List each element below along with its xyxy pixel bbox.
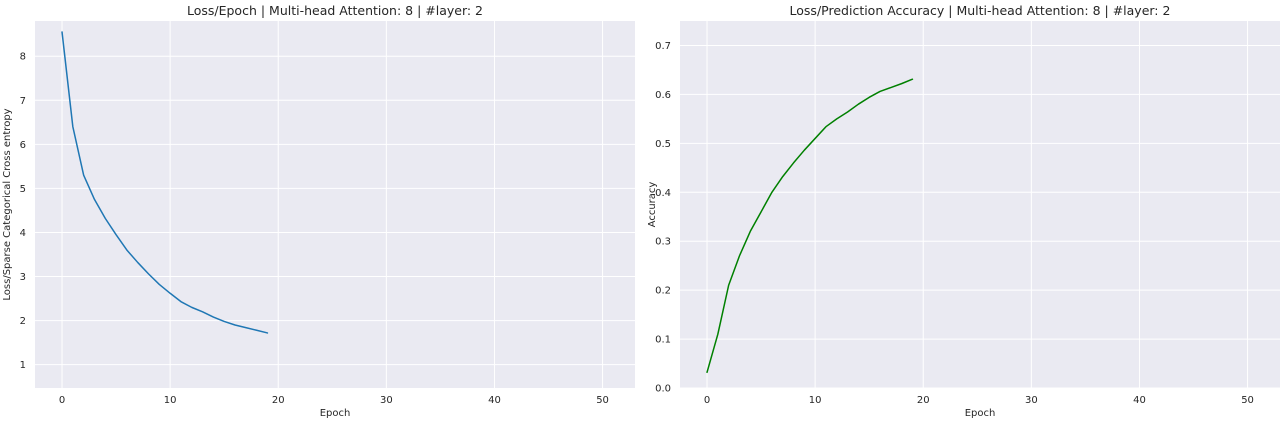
accuracy-plot-area bbox=[680, 21, 1280, 388]
accuracy-x-tick-label: 20 bbox=[917, 395, 930, 406]
loss-y-tick-label: 8 bbox=[20, 52, 26, 63]
loss-x-tick-label: 0 bbox=[59, 395, 65, 406]
loss-chart-title: Loss/Epoch | Multi-head Attention: 8 | #… bbox=[187, 3, 483, 18]
accuracy-x-tick-label: 30 bbox=[1025, 395, 1038, 406]
loss-x-tick-label: 30 bbox=[380, 395, 393, 406]
loss-x-tick-label: 10 bbox=[164, 395, 177, 406]
loss-y-axis-label: Loss/Sparse Categorical Cross entropy bbox=[2, 108, 13, 300]
loss-chart: 0 10 20 30 40 50 1 2 3 4 5 6 7 8 Loss/Epoch | Multi-he… bbox=[2, 3, 635, 419]
loss-y-tick-label: 2 bbox=[20, 316, 26, 327]
loss-y-tick-label: 5 bbox=[20, 184, 26, 195]
accuracy-y-tick-label: 0.2 bbox=[655, 286, 671, 297]
loss-y-tick-label: 1 bbox=[20, 360, 26, 371]
accuracy-x-axis-label: Epoch bbox=[965, 408, 996, 419]
accuracy-chart-title: Loss/Prediction Accuracy | Multi-head At… bbox=[790, 3, 1171, 18]
accuracy-x-tick-label: 10 bbox=[809, 395, 822, 406]
accuracy-y-tick-label: 0.1 bbox=[655, 335, 671, 346]
loss-x-tick-label: 40 bbox=[488, 395, 501, 406]
loss-plot-area bbox=[35, 21, 635, 388]
accuracy-x-tick-label: 50 bbox=[1241, 395, 1254, 406]
accuracy-y-tick-label: 0.6 bbox=[655, 90, 671, 101]
loss-y-tick-label: 3 bbox=[20, 272, 26, 283]
loss-y-tick-label: 6 bbox=[20, 140, 26, 151]
accuracy-y-tick-label: 0.5 bbox=[655, 139, 671, 150]
loss-x-axis-label: Epoch bbox=[320, 408, 351, 419]
accuracy-x-tick-label: 40 bbox=[1133, 395, 1146, 406]
loss-y-tick-label: 4 bbox=[20, 228, 26, 239]
accuracy-y-tick-label: 0.7 bbox=[655, 41, 671, 52]
accuracy-y-tick-label: 0.0 bbox=[655, 384, 671, 395]
accuracy-chart: 0 10 20 30 40 50 0.0 0.1 0.2 0.3 0.4 0.5 0.6 0.7 Loss/… bbox=[647, 3, 1280, 419]
loss-x-tick-label: 50 bbox=[596, 395, 609, 406]
accuracy-y-tick-label: 0.3 bbox=[655, 237, 671, 248]
loss-y-tick-label: 7 bbox=[20, 96, 26, 107]
accuracy-y-tick-label: 0.4 bbox=[655, 188, 671, 199]
accuracy-series-line bbox=[706, 78, 914, 374]
accuracy-x-tick-label: 0 bbox=[704, 395, 710, 406]
loss-x-tick-label: 20 bbox=[272, 395, 285, 406]
accuracy-y-axis-label: Accuracy bbox=[647, 182, 658, 228]
loss-series-line bbox=[61, 31, 269, 334]
